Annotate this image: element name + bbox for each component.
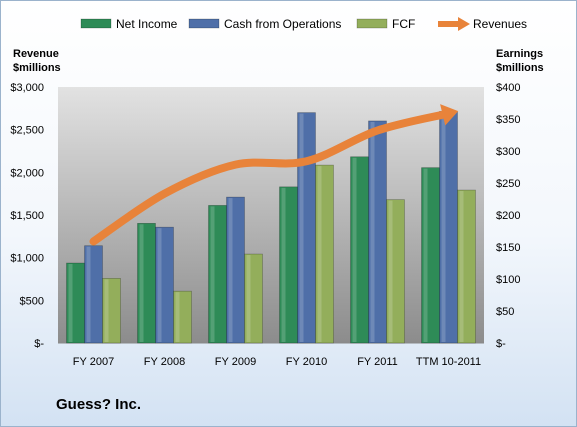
fcf-bar-highlight xyxy=(104,279,109,342)
left-tick-label: $3,000 xyxy=(10,82,44,94)
plot-area xyxy=(58,87,484,343)
cash-from-operations-bar-highlight xyxy=(228,198,233,342)
left-tick-label: $500 xyxy=(20,295,44,307)
fcf-bar xyxy=(173,290,192,344)
fcf-bar-highlight xyxy=(388,200,393,342)
left-tick-label: $2,500 xyxy=(10,125,44,137)
cash-from-operations-bar-highlight xyxy=(370,121,375,342)
revenues-line xyxy=(89,109,453,246)
right-tick-label: $- xyxy=(496,338,506,350)
category-label: FY 2009 xyxy=(215,356,256,368)
legend-swatch xyxy=(356,18,388,29)
net-income-bar-highlight xyxy=(352,157,357,342)
right-tick-label: $100 xyxy=(496,274,520,286)
category-label: FY 2007 xyxy=(73,356,114,368)
left-tick-label: $1,000 xyxy=(10,253,44,265)
net-income-bar-highlight xyxy=(68,264,73,342)
company-name: Guess? Inc. xyxy=(56,396,142,413)
left-tick-label: $1,500 xyxy=(10,210,44,222)
category-label: FY 2011 xyxy=(357,356,398,368)
net-income-bar-highlight xyxy=(281,187,286,342)
left-axis-title-line1: Revenue xyxy=(13,48,59,60)
legend-label: Cash from Operations xyxy=(224,17,341,31)
right-tick-label: $50 xyxy=(496,306,514,318)
fcf-bar xyxy=(102,278,121,344)
fcf-bar xyxy=(386,199,405,344)
legend-label: Net Income xyxy=(116,17,178,31)
fcf-bar-highlight xyxy=(175,292,180,342)
right-axis-title-line2: $millions xyxy=(496,62,544,74)
fcf-bar-highlight xyxy=(246,255,251,342)
legend-swatch xyxy=(80,18,112,29)
cash-from-operations-bar-highlight xyxy=(441,112,446,342)
legend-label: FCF xyxy=(392,17,415,31)
net-income-bar-highlight xyxy=(210,206,215,342)
fcf-bar xyxy=(244,253,263,344)
right-tick-label: $200 xyxy=(496,210,520,222)
left-axis-title-line2: $millions xyxy=(13,62,61,74)
right-tick-label: $400 xyxy=(496,82,520,94)
right-tick-label: $300 xyxy=(496,146,520,158)
cash-from-operations-bar xyxy=(155,226,174,344)
fcf-bar xyxy=(457,189,476,344)
left-axis-title: Revenue $millions xyxy=(13,47,61,75)
category-label: TTM 10-2011 xyxy=(416,356,481,368)
net-income-bar-highlight xyxy=(139,224,144,342)
right-tick-label: $250 xyxy=(496,178,520,190)
fcf-bar xyxy=(315,164,334,344)
revenues-arrowhead xyxy=(440,104,459,126)
right-axis-title: Earnings $millions xyxy=(496,47,544,75)
legend-arrow-head xyxy=(458,17,470,31)
legend-swatch xyxy=(188,18,220,29)
fcf-bar-highlight xyxy=(317,166,322,342)
legend-label: Revenues xyxy=(473,17,527,31)
category-label: FY 2008 xyxy=(144,356,185,368)
right-axis-title-line1: Earnings xyxy=(496,48,544,60)
cash-from-operations-bar-highlight xyxy=(157,228,162,342)
left-tick-label: $- xyxy=(34,338,44,350)
right-tick-label: $150 xyxy=(496,242,520,254)
left-tick-label: $2,000 xyxy=(10,167,44,179)
cash-from-operations-bar-highlight xyxy=(299,113,304,342)
cash-from-operations-bar-highlight xyxy=(86,246,91,342)
right-tick-label: $350 xyxy=(496,114,520,126)
category-label: FY 2010 xyxy=(286,356,327,368)
fcf-bar-highlight xyxy=(459,191,464,342)
net-income-bar-highlight xyxy=(423,168,428,342)
